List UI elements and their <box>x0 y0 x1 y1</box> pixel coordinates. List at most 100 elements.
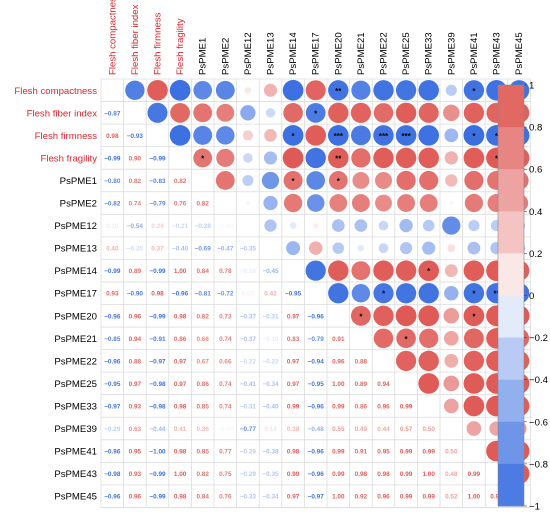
corr-value-9-8: −0.95 <box>285 291 302 298</box>
corr-circle-11-14 <box>419 328 439 348</box>
corr-circle-4-15 <box>445 174 458 187</box>
corr-value-17-16: 0.99 <box>468 471 481 478</box>
corr-circle-1-16 <box>463 102 485 123</box>
corr-circle-7-8 <box>286 241 301 256</box>
significance-mark: * <box>495 154 499 163</box>
significance-mark: ** <box>335 87 342 96</box>
corr-circle-1-8 <box>283 103 303 123</box>
row-label-pspme1: PsPME1 <box>60 176 97 187</box>
corr-value-18-3: 0.98 <box>174 494 187 501</box>
row-label-pspme41: PsPME41 <box>54 447 97 458</box>
row-label-pspme14: PsPME14 <box>54 266 97 277</box>
corr-circle-3-8 <box>282 147 304 169</box>
grid-layer <box>100 78 531 508</box>
corr-circle-9-15 <box>444 286 459 301</box>
corr-circle-1-4 <box>193 103 213 123</box>
corr-circle-8-14 <box>418 260 440 282</box>
corr-circle-4-7 <box>261 171 280 190</box>
row-label-pspme22: PsPME22 <box>54 356 97 367</box>
corr-value-7-5: −0.47 <box>217 246 234 253</box>
corr-circle-14-16 <box>463 395 485 417</box>
legend-segment <box>498 421 524 465</box>
corr-value-11-1: 0.94 <box>129 336 142 343</box>
corr-circle-0-4 <box>193 80 213 100</box>
corr-value-8-4: 0.84 <box>196 268 209 275</box>
corr-value-16-1: 0.95 <box>129 449 142 456</box>
legend-segment <box>498 169 524 212</box>
corr-circle-3-12 <box>373 147 394 169</box>
corr-value-17-5: 0.75 <box>219 471 232 478</box>
row-label-pspme20: PsPME20 <box>54 311 97 322</box>
corr-value-16-15: 0.50 <box>445 449 458 456</box>
corr-circle-7-9 <box>308 241 323 255</box>
corr-value-14-9: −0.96 <box>308 403 325 410</box>
legend-tick-label: −1 <box>529 502 540 512</box>
row-label-flesh-firmness: Flesh firmness <box>35 131 98 142</box>
corr-value-7-3: −0.40 <box>172 246 189 253</box>
corr-value-11-10: 0.91 <box>332 336 345 343</box>
corr-value-17-0: −0.98 <box>104 471 121 478</box>
corr-value-9-4: −0.81 <box>195 291 212 298</box>
corr-value-17-15: 0.48 <box>445 471 458 478</box>
corr-value-11-0: −0.85 <box>104 336 121 343</box>
legend-tick-label: 1 <box>529 81 534 92</box>
corr-value-9-7: 0.42 <box>264 291 277 298</box>
corr-value-17-2: −0.99 <box>149 471 166 478</box>
corr-value-6-1: −0.54 <box>127 223 144 230</box>
corr-value-13-5: 0.74 <box>219 381 232 388</box>
corr-value-13-0: −0.95 <box>104 381 121 388</box>
corr-circle-9-13 <box>395 283 417 304</box>
corr-value-12-3: 0.97 <box>174 358 187 365</box>
column-label-flesh-firmness: Flesh firmness <box>153 12 164 75</box>
legend-tick-label: 0.2 <box>529 249 542 260</box>
corr-circle-8-16 <box>463 260 485 281</box>
column-label-flesh-compactness: Flesh compactness <box>107 0 118 75</box>
corr-circle-4-10 <box>328 171 348 190</box>
corr-value-17-14: 1.00 <box>422 471 435 478</box>
corr-circle-2-7 <box>264 129 277 142</box>
corr-value-13-6: −0.41 <box>240 381 257 388</box>
corr-circle-12-15 <box>444 353 459 368</box>
corr-value-18-8: 0.97 <box>287 494 300 501</box>
corr-circle-6-12 <box>378 220 389 231</box>
corr-circle-0-13 <box>395 80 417 101</box>
corr-circle-1-13 <box>395 102 417 124</box>
corr-value-15-7: 0.14 <box>264 426 277 433</box>
significance-mark: * <box>472 87 476 96</box>
corr-value-12-7: −0.22 <box>262 358 279 365</box>
corr-value-14-7: −0.40 <box>262 403 279 410</box>
corr-circle-7-15 <box>447 244 456 253</box>
corr-value-10-7: −0.31 <box>262 313 279 320</box>
row-label-pspme39: PsPME39 <box>54 424 97 435</box>
corr-circle-2-11 <box>350 125 371 146</box>
corr-circle-5-10 <box>329 194 348 212</box>
corr-value-14-5: 0.74 <box>219 403 232 410</box>
corr-circle-5-16 <box>464 193 484 213</box>
column-label-pspme43: PsPME43 <box>492 32 503 75</box>
corr-value-16-10: 0.99 <box>332 449 345 456</box>
legend-tick-label: −0.8 <box>529 459 548 470</box>
corr-value-12-8: 0.97 <box>287 358 300 365</box>
corr-value-18-6: −0.33 <box>240 494 257 501</box>
corr-circle-1-6 <box>240 105 256 121</box>
corr-value-12-9: −0.94 <box>308 358 325 365</box>
corr-value-15-10: 0.55 <box>332 426 345 433</box>
corr-value-11-6: −0.37 <box>240 336 257 343</box>
corr-circle-10-14 <box>418 305 440 327</box>
column-label-pspme13: PsPME13 <box>266 32 277 75</box>
significance-mark: * <box>337 177 341 186</box>
corr-value-11-3: 0.86 <box>174 336 187 343</box>
row-label-pspme33: PsPME33 <box>54 401 97 412</box>
legend-segment <box>498 85 524 128</box>
corr-value-18-16: 1.00 <box>468 494 481 501</box>
corr-value-14-2: −0.98 <box>149 403 166 410</box>
column-label-pspme41: PsPME41 <box>469 32 480 75</box>
column-label-pspme21: PsPME21 <box>356 32 367 75</box>
corr-value-16-3: 0.98 <box>174 449 187 456</box>
corr-circle-12-13 <box>396 350 417 371</box>
legend-tick-label: −0.2 <box>529 333 548 344</box>
legend-segment <box>498 253 524 296</box>
corr-circle-10-16 <box>463 305 485 327</box>
corr-circle-4-16 <box>464 170 484 191</box>
